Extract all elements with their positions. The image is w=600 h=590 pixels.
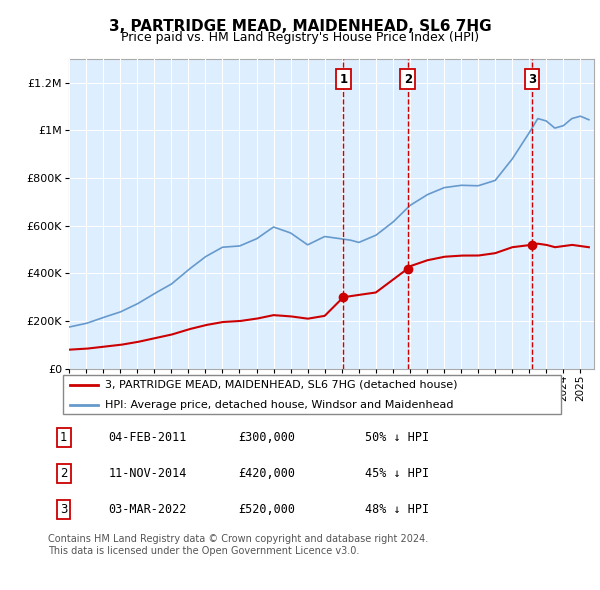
- Text: 3, PARTRIDGE MEAD, MAIDENHEAD, SL6 7HG (detached house): 3, PARTRIDGE MEAD, MAIDENHEAD, SL6 7HG (…: [106, 380, 458, 390]
- Text: 2: 2: [60, 467, 68, 480]
- Text: HPI: Average price, detached house, Windsor and Maidenhead: HPI: Average price, detached house, Wind…: [106, 401, 454, 410]
- Text: 03-MAR-2022: 03-MAR-2022: [109, 503, 187, 516]
- Text: Contains HM Land Registry data © Crown copyright and database right 2024.
This d: Contains HM Land Registry data © Crown c…: [48, 534, 428, 556]
- Text: 1: 1: [339, 73, 347, 86]
- Text: 1: 1: [60, 431, 68, 444]
- Text: £420,000: £420,000: [238, 467, 295, 480]
- Text: 2: 2: [404, 73, 412, 86]
- Bar: [69, 59, 343, 369]
- Bar: [532, 59, 594, 369]
- Text: 48% ↓ HPI: 48% ↓ HPI: [365, 503, 429, 516]
- Text: 45% ↓ HPI: 45% ↓ HPI: [365, 467, 429, 480]
- FancyBboxPatch shape: [62, 375, 562, 414]
- Text: 3, PARTRIDGE MEAD, MAIDENHEAD, SL6 7HG: 3, PARTRIDGE MEAD, MAIDENHEAD, SL6 7HG: [109, 19, 491, 34]
- Text: 3: 3: [528, 73, 536, 86]
- Text: 11-NOV-2014: 11-NOV-2014: [109, 467, 187, 480]
- Text: 50% ↓ HPI: 50% ↓ HPI: [365, 431, 429, 444]
- Text: 3: 3: [60, 503, 68, 516]
- Bar: [343, 59, 407, 369]
- Text: £300,000: £300,000: [238, 431, 295, 444]
- Text: Price paid vs. HM Land Registry's House Price Index (HPI): Price paid vs. HM Land Registry's House …: [121, 31, 479, 44]
- Text: £520,000: £520,000: [238, 503, 295, 516]
- Text: 04-FEB-2011: 04-FEB-2011: [109, 431, 187, 444]
- Bar: [407, 59, 532, 369]
